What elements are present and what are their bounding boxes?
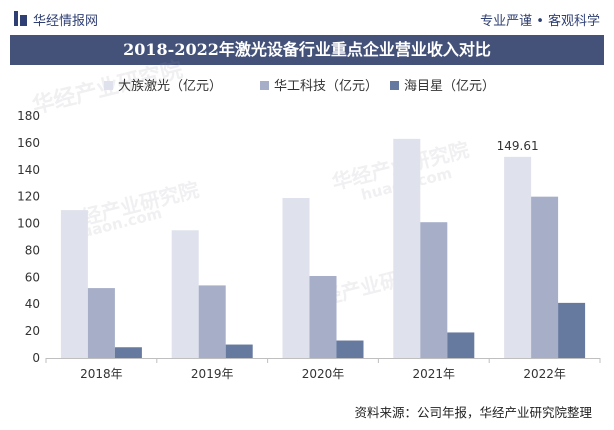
legend-swatch xyxy=(104,81,113,90)
bar xyxy=(114,347,142,358)
bar xyxy=(447,332,475,358)
brand-tagline: 专业严谨 • 客观科学 xyxy=(480,14,600,29)
legend-swatch xyxy=(260,81,269,90)
bar xyxy=(336,340,364,358)
brand-logo-icon xyxy=(14,11,27,26)
bar xyxy=(225,344,253,358)
bar xyxy=(171,230,199,358)
bar xyxy=(558,302,586,358)
y-tick-label: 20 xyxy=(25,324,40,338)
bar xyxy=(420,222,448,358)
x-tick-label: 2020年 xyxy=(302,367,345,381)
legend-label: 海目星（亿元） xyxy=(404,79,495,94)
top-bar: 华经情报网 专业严谨 • 客观科学 xyxy=(0,0,614,36)
bar xyxy=(198,285,226,358)
bar xyxy=(282,198,310,358)
chart-title: 2018-2022年激光设备行业重点企业营业收入对比 xyxy=(10,35,604,65)
legend-label: 华工科技（亿元） xyxy=(274,79,378,94)
bar xyxy=(393,138,421,358)
x-tick-label: 2018年 xyxy=(80,367,123,381)
y-tick-label: 40 xyxy=(25,297,40,311)
y-tick-label: 80 xyxy=(25,243,40,257)
y-tick-label: 160 xyxy=(17,136,40,150)
x-tick-label: 2021年 xyxy=(413,367,456,381)
brand-name: 华经情报网 xyxy=(33,14,99,29)
x-tick-label: 2019年 xyxy=(191,367,234,381)
bar xyxy=(60,210,88,358)
source-note: 资料来源：公司年报，华经产业研究院整理 xyxy=(354,405,592,420)
y-tick-label: 0 xyxy=(32,351,40,365)
bar xyxy=(504,156,532,358)
y-tick-label: 60 xyxy=(25,270,40,284)
legend-label: 大族激光（亿元） xyxy=(118,78,222,94)
bar xyxy=(87,288,115,358)
y-tick-label: 180 xyxy=(17,109,40,123)
y-tick-label: 120 xyxy=(17,190,40,204)
legend-swatch xyxy=(390,81,399,90)
bar xyxy=(309,275,337,358)
bar xyxy=(531,196,559,358)
y-tick-label: 140 xyxy=(17,163,40,177)
x-tick-label: 2022年 xyxy=(523,367,566,381)
y-tick-label: 100 xyxy=(17,217,40,231)
data-label: 149.61 xyxy=(497,139,539,153)
